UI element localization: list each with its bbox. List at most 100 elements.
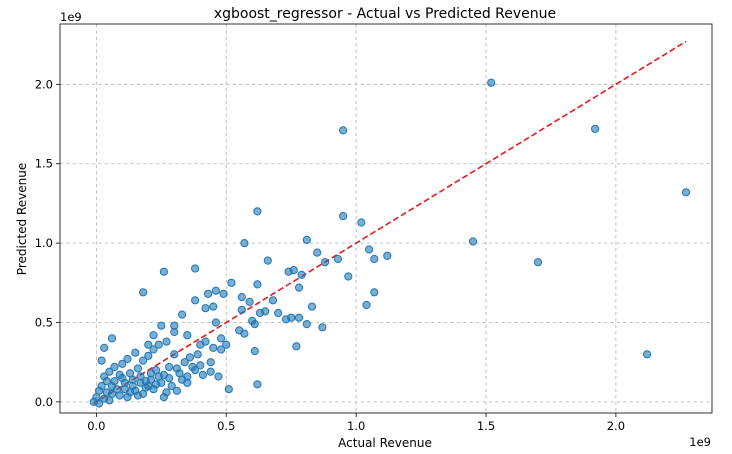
data-point: [172, 364, 181, 373]
data-point: [188, 362, 197, 372]
data-point: [222, 340, 231, 349]
data-point: [253, 207, 262, 216]
data-point: [292, 342, 301, 351]
data-point: [302, 235, 311, 244]
data-point: [211, 286, 220, 295]
data-point: [284, 267, 293, 276]
data-point: [204, 289, 213, 298]
data-point: [297, 270, 306, 279]
data-point: [126, 388, 135, 397]
y-tick-label: 1.0: [35, 236, 53, 250]
perfect-prediction-line: [93, 40, 687, 405]
data-point: [362, 300, 371, 310]
data-point: [320, 258, 330, 267]
plot-area-frame: [59, 23, 713, 414]
chart-title: xgboost_regressor - Actual vs Predicted …: [214, 6, 556, 22]
data-point: [339, 126, 348, 135]
data-point: [110, 377, 119, 386]
data-point: [196, 361, 205, 370]
data-point: [144, 340, 153, 349]
y-tick-label: 0.5: [35, 315, 53, 329]
y-tick-label: 0.0: [35, 395, 53, 409]
data-point: [294, 313, 304, 322]
data-point: [274, 308, 283, 318]
data-point: [133, 391, 142, 400]
y-tick-label: 2.0: [35, 77, 53, 91]
data-point: [162, 388, 171, 397]
data-point: [123, 354, 132, 364]
data-point: [159, 370, 168, 379]
data-point: [237, 305, 246, 314]
data-point: [167, 381, 176, 391]
data-point: [136, 378, 145, 387]
data-point: [110, 362, 119, 372]
data-point: [383, 251, 392, 260]
data-point: [370, 288, 379, 297]
data-point: [162, 337, 171, 346]
data-point: [165, 362, 174, 372]
data-point: [240, 239, 249, 248]
data-point: [681, 188, 691, 197]
data-point: [201, 304, 210, 313]
y-axis-ticks: 0.0 0.5 1.0 1.5 2.0: [35, 77, 60, 409]
data-point: [144, 351, 153, 360]
data-point: [100, 343, 109, 352]
data-point: [183, 331, 192, 340]
reference-line-layer: [93, 40, 687, 405]
data-point: [250, 320, 259, 329]
data-point: [100, 372, 109, 381]
data-point: [240, 329, 249, 338]
data-point: [198, 370, 207, 379]
x-axis-label: Actual Revenue: [338, 436, 432, 450]
data-point: [133, 364, 142, 373]
data-point: [105, 367, 114, 376]
data-point: [227, 278, 236, 287]
data-point: [294, 283, 304, 292]
data-points: [89, 78, 691, 408]
data-point: [185, 353, 194, 362]
grid: [60, 24, 712, 413]
y-axis-label: Predicted Revenue: [15, 163, 29, 275]
data-point: [159, 267, 168, 276]
data-point: [206, 367, 215, 376]
data-point: [139, 288, 148, 297]
data-point: [191, 296, 200, 305]
data-point: [97, 356, 106, 365]
data-point: [643, 350, 652, 359]
data-point: [268, 296, 278, 305]
data-point: [146, 375, 155, 384]
x-tick-label: 0.0: [87, 419, 105, 433]
x-axis-offset-label: 1e9: [689, 435, 711, 449]
data-point: [217, 345, 226, 354]
data-point: [344, 272, 353, 281]
data-point: [533, 258, 543, 267]
x-tick-label: 1.5: [477, 419, 495, 433]
data-point: [370, 254, 379, 264]
y-axis-offset-label: 1e9: [60, 10, 82, 24]
data-point: [281, 315, 291, 324]
data-point: [224, 385, 233, 394]
data-point: [102, 388, 111, 397]
data-point: [131, 348, 140, 357]
data-point: [302, 320, 311, 329]
data-point: [217, 334, 226, 343]
data-point: [118, 374, 127, 383]
x-tick-label: 0.5: [217, 419, 235, 433]
data-point: [152, 366, 161, 375]
x-axis-ticks: 0.0 0.5 1.0 1.5 2.0: [87, 413, 625, 433]
data-point: [237, 293, 246, 302]
data-point: [191, 264, 200, 273]
data-point: [253, 280, 262, 289]
data-point: [365, 245, 374, 254]
data-point: [115, 391, 124, 400]
data-point: [206, 358, 215, 367]
data-point: [118, 359, 127, 368]
x-tick-label: 2.0: [607, 419, 625, 433]
data-point: [141, 383, 150, 392]
x-tick-label: 1.0: [347, 419, 365, 433]
data-point: [333, 254, 342, 264]
data-point: [263, 256, 272, 265]
data-point: [318, 323, 327, 332]
data-point: [214, 372, 223, 381]
data-point: [152, 380, 161, 389]
